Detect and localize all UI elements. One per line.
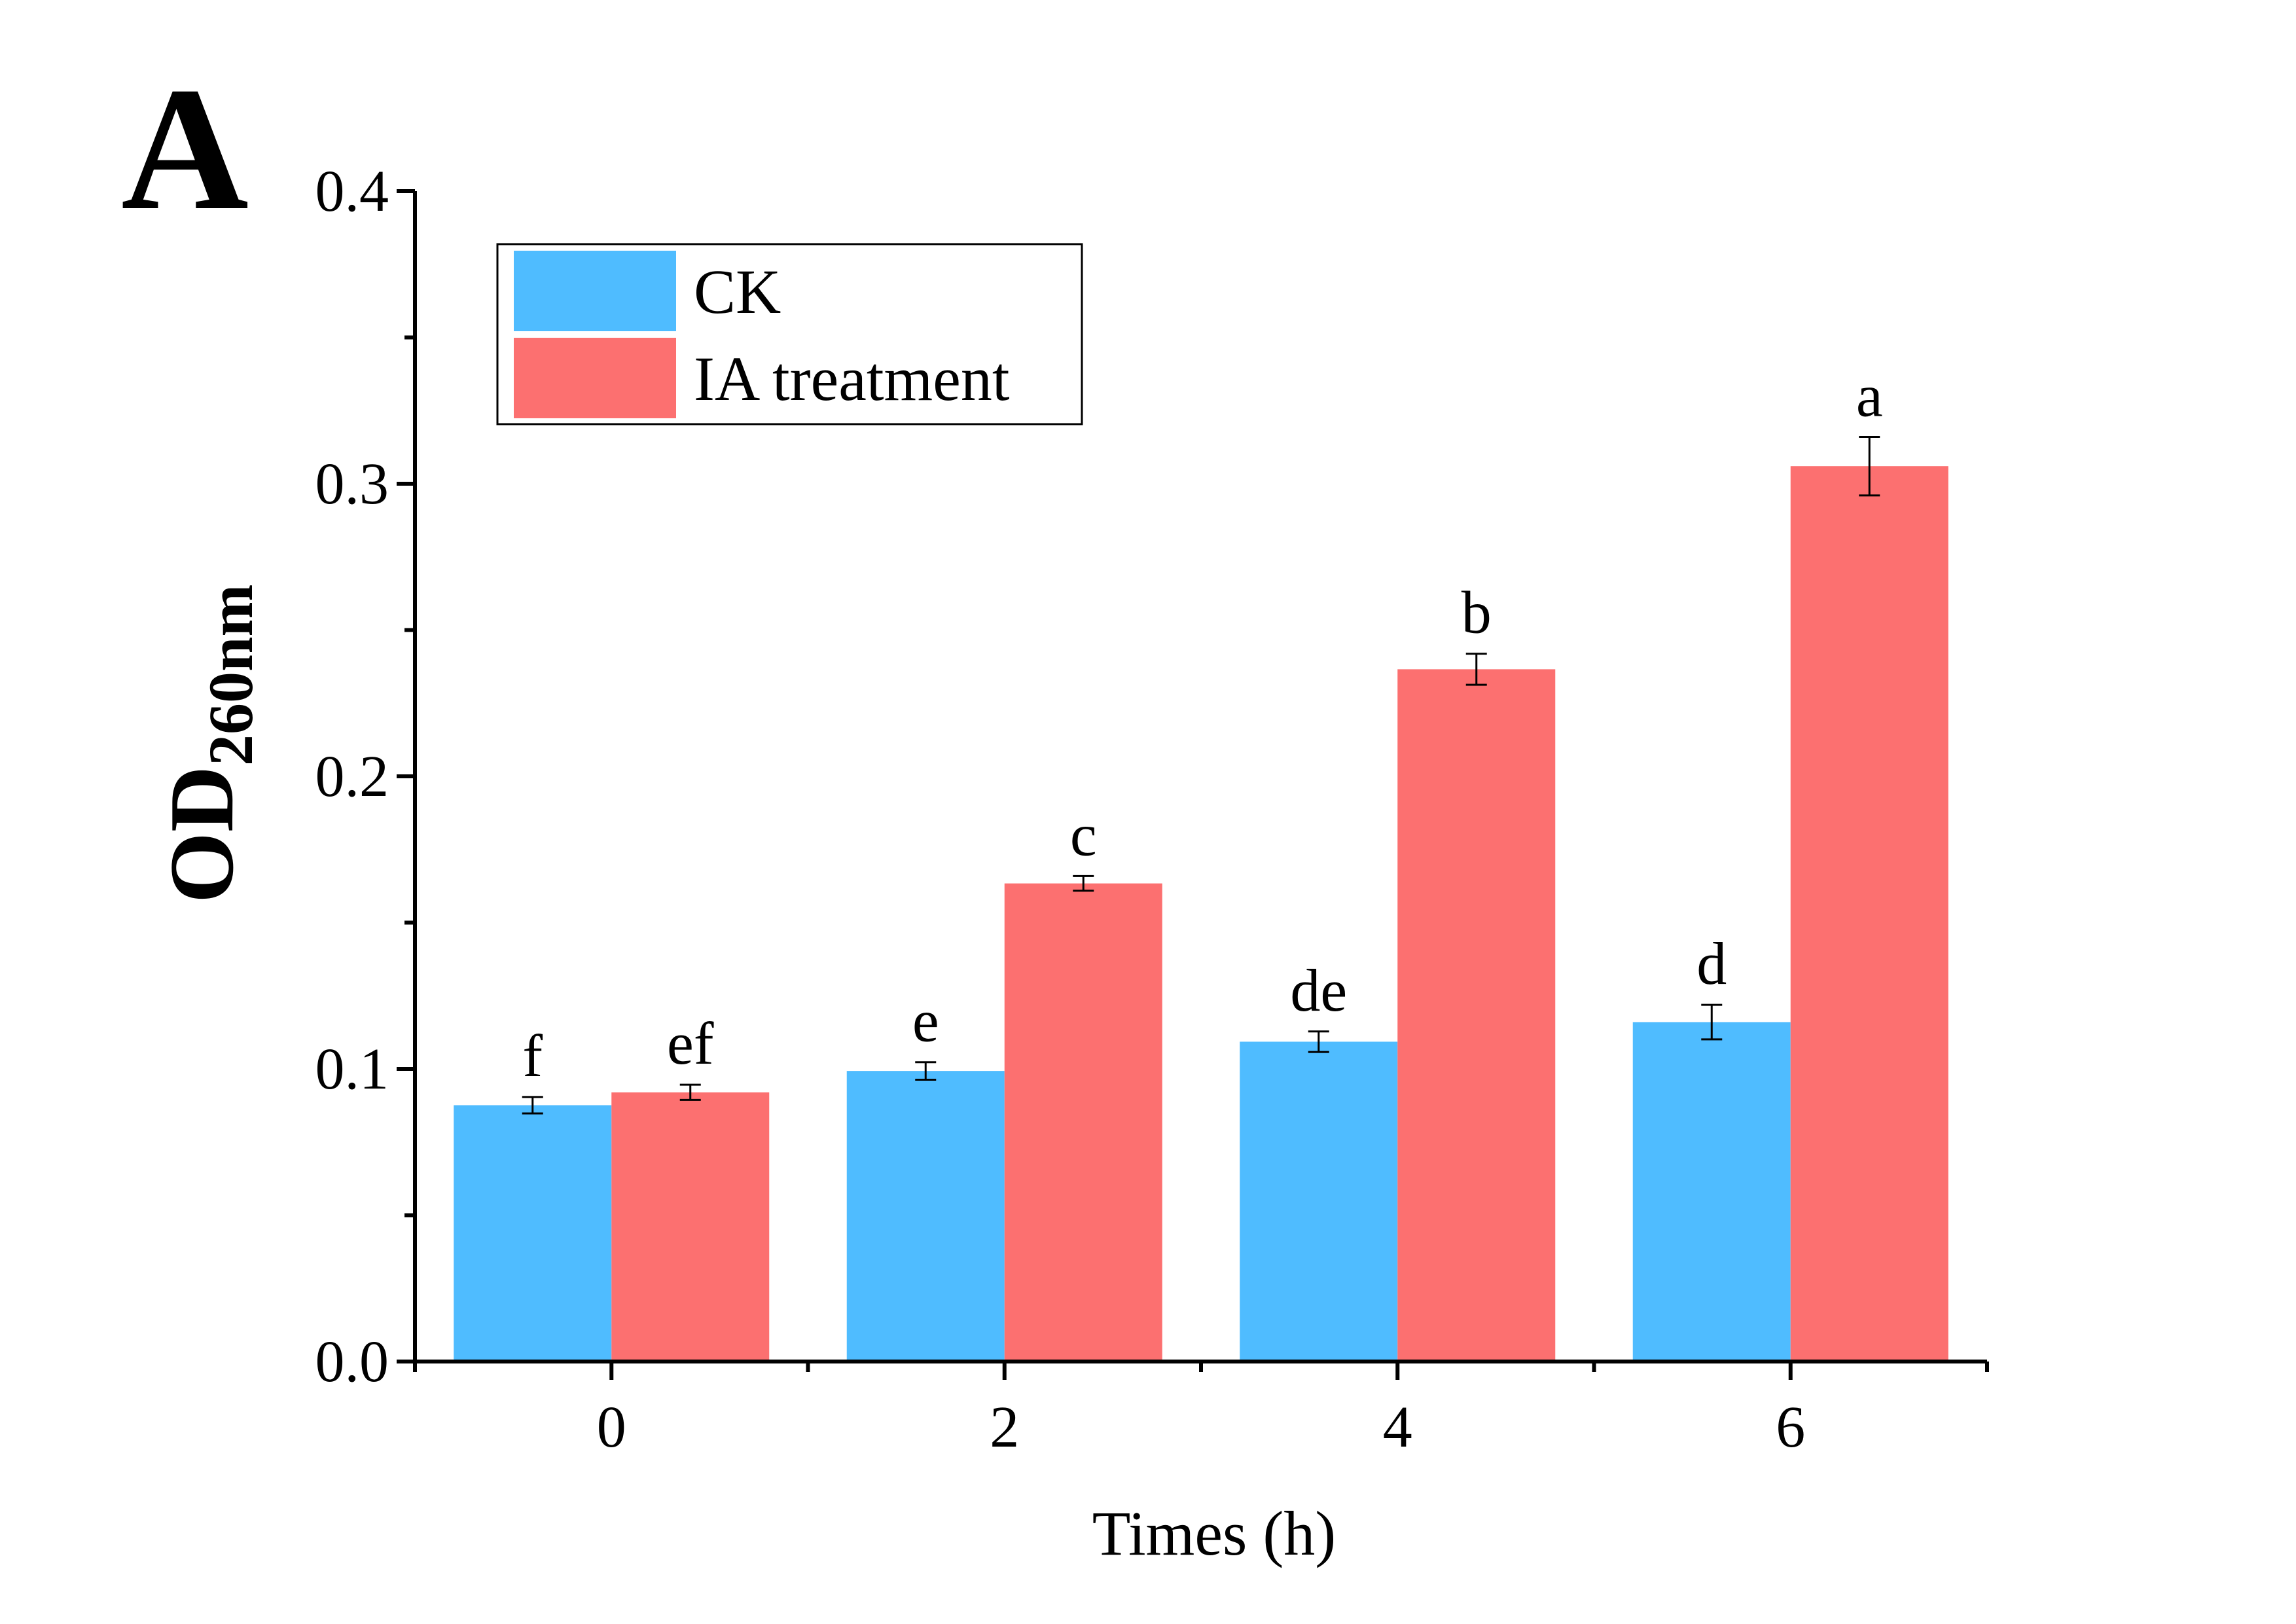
legend-label: IA treatment [694,344,1010,414]
y-tick-label: 0.2 [315,744,389,809]
y-axis-title: OD260nm [151,585,266,903]
significance-label: ef [667,1010,714,1077]
bar-ia-treatment [1004,883,1162,1362]
y-tick-label: 0.0 [315,1329,389,1394]
bar-ia-treatment [1790,466,1948,1362]
significance-label: a [1856,362,1883,429]
y-axis-title-subscript: 260nm [196,585,266,766]
legend-swatch [514,251,676,331]
significance-label: de [1290,957,1347,1024]
y-tick-label: 0.3 [315,452,389,516]
x-tick-label: 2 [990,1395,1019,1460]
significance-label: d [1696,930,1727,997]
legend-label: CK [694,257,781,327]
significance-label: f [522,1022,543,1089]
bar-ck [1240,1041,1398,1362]
significance-label: c [1070,801,1097,868]
panel-label: A [121,51,249,247]
bar-ck [1632,1022,1791,1362]
bar-ia-treatment [1397,669,1556,1362]
x-tick-label: 0 [597,1395,626,1460]
bar-ia-treatment [611,1092,770,1362]
significance-label: b [1462,579,1492,646]
bar-ck [846,1071,1005,1362]
y-tick-label: 0.1 [315,1037,389,1102]
y-tick-label: 0.4 [315,159,389,224]
x-tick-label: 4 [1383,1395,1412,1460]
legend-swatch [514,338,676,418]
significance-label: e [912,988,939,1055]
bar-ck [454,1105,612,1362]
y-axis-title-main: OD [151,766,253,903]
x-axis-title: Times (h) [1092,1498,1336,1568]
x-tick-label: 6 [1776,1395,1805,1460]
